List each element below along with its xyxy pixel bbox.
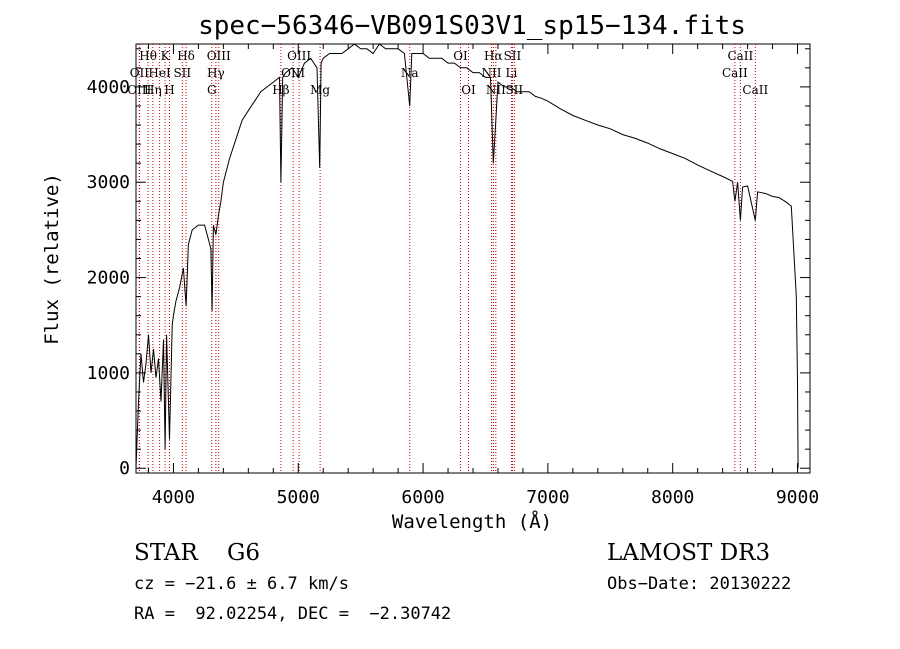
line-label: OIII [207, 49, 231, 63]
y-tick-label: 2000 [87, 268, 130, 289]
line-label: Hγ [207, 66, 225, 80]
line-label: G [207, 83, 217, 97]
x-tick-label: 9000 [776, 487, 819, 508]
line-label: OI [453, 49, 468, 63]
x-axis-label: Wavelength (Å) [392, 510, 552, 533]
line-label: CaII [727, 49, 753, 63]
line-label: Hδ [177, 49, 195, 63]
line-label: SII [173, 66, 191, 80]
line-label: OII [130, 66, 150, 80]
y-tick-label: 0 [119, 458, 130, 479]
x-axis-ticks: 4000 5000 6000 7000 8000 9000 [147, 44, 819, 508]
line-label: K [161, 49, 171, 63]
line-label: OIII [281, 66, 305, 80]
line-label: SII [504, 49, 522, 63]
line-label: Hα [484, 49, 503, 63]
line-label: Li [506, 66, 518, 80]
y-tick-label: 1000 [87, 363, 130, 384]
object-type: STAR G6 [134, 540, 261, 566]
x-tick-label: 6000 [401, 487, 444, 508]
emission-line-markers [138, 44, 756, 473]
line-label: OI [461, 83, 476, 97]
line-label: Hη [144, 83, 162, 97]
y-tick-label: 3000 [87, 172, 130, 193]
x-tick-label: 4000 [152, 487, 195, 508]
coordinates: RA = 92.02254, DEC = −2.30742 [134, 604, 452, 624]
x-tick-label: 8000 [651, 487, 694, 508]
observation-date: Obs−Date: 20130222 [607, 574, 792, 594]
line-label: OIII [287, 49, 311, 63]
line-label: NII [481, 66, 501, 80]
line-label: HeI [148, 66, 171, 80]
redshift-value: cz = −21.6 ± 6.7 km/s [134, 574, 349, 594]
line-label: CaII [742, 83, 768, 97]
chart-title: spec−56346−VB091S03V1_sp15−134.fits [198, 11, 746, 41]
line-label: Na [401, 66, 419, 80]
plot-frame [135, 43, 811, 474]
y-tick-label: 4000 [87, 77, 130, 98]
survey-name: LAMOST DR3 [607, 540, 771, 566]
line-label: Hβ [272, 83, 289, 97]
y-axis-ticks: 0 1000 2000 3000 4000 [87, 48, 810, 479]
line-label: CaII [722, 66, 748, 80]
x-tick-label: 5000 [277, 487, 320, 508]
y-axis-label: Flux (relative) [41, 173, 63, 345]
flux-series-line [135, 43, 799, 469]
x-tick-label: 7000 [526, 487, 569, 508]
line-label: H [164, 83, 174, 97]
line-label: NII [486, 83, 506, 97]
line-label: Hθ [139, 49, 157, 63]
